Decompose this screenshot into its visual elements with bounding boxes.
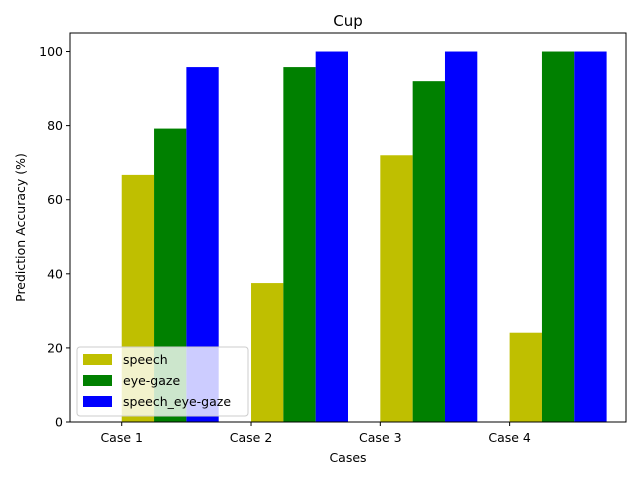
x-axis: Case 1 Case 2 Case 3 Case 4 — [100, 422, 531, 445]
legend-box — [76, 346, 249, 417]
bar-speech-4 — [509, 332, 542, 422]
x-tick-label: Case 4 — [488, 430, 531, 445]
y-tick-label: 100 — [39, 44, 63, 59]
bar-speech-2 — [251, 283, 284, 422]
y-tick-label: 0 — [55, 415, 63, 430]
y-axis-label: Prediction Accuracy (%) — [13, 153, 28, 302]
y-tick-label: 40 — [47, 266, 63, 281]
x-tick-label: Case 3 — [359, 430, 402, 445]
bar-speech-3 — [380, 155, 413, 422]
legend-swatch-speech_eye-gaze — [83, 396, 112, 407]
x-tick-label: Case 1 — [100, 430, 143, 445]
x-axis-label: Cases — [329, 450, 366, 465]
bar-speech_eye-gaze-4 — [574, 51, 607, 423]
legend-label-speech_eye-gaze: speech_eye-gaze — [123, 394, 231, 409]
y-tick-label: 60 — [47, 192, 63, 207]
bar-eye-gaze-3 — [412, 81, 445, 423]
bar-speech_eye-gaze-2 — [315, 51, 348, 423]
legend-label-eye-gaze: eye-gaze — [123, 373, 180, 388]
legend: speech eye-gaze speech_eye-gaze — [76, 346, 249, 417]
legend-label-speech: speech — [123, 352, 168, 367]
y-axis: 0 20 40 60 80 100 — [39, 44, 70, 430]
bar-eye-gaze-2 — [283, 67, 316, 423]
legend-swatch-eye-gaze — [83, 375, 112, 386]
chart-title: Cup — [333, 12, 363, 30]
bar-eye-gaze-4 — [541, 51, 575, 423]
y-tick-label: 20 — [47, 340, 63, 355]
legend-swatch-speech — [83, 354, 112, 365]
x-tick-label: Case 2 — [230, 430, 273, 445]
plot-frame — [69, 32, 627, 423]
bar-speech_eye-gaze-3 — [444, 51, 478, 423]
y-tick-label: 80 — [47, 118, 63, 133]
